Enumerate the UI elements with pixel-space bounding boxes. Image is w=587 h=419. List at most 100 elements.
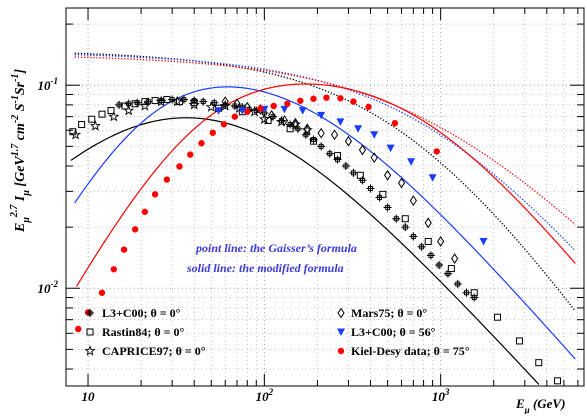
data-point bbox=[238, 107, 247, 115]
data-point bbox=[397, 177, 406, 189]
y-axis-label-part: μ bbox=[21, 217, 32, 224]
data-point bbox=[286, 125, 294, 133]
data-point bbox=[78, 121, 86, 129]
data-point bbox=[336, 118, 345, 126]
data-point-box bbox=[145, 99, 151, 105]
gaisser-dotted-curve bbox=[74, 54, 576, 252]
y-axis-label-part: 2.7 bbox=[9, 204, 20, 219]
data-point bbox=[358, 176, 367, 185]
point-layer bbox=[69, 94, 562, 385]
legend-entry: Mars75; θ = 0° bbox=[337, 306, 427, 320]
data-point-box bbox=[327, 151, 333, 157]
data-point bbox=[108, 110, 120, 122]
data-point bbox=[89, 120, 101, 131]
data-point bbox=[269, 112, 278, 121]
data-point-box bbox=[436, 262, 442, 268]
y-tick-label-exp: -1 bbox=[51, 76, 59, 86]
data-point bbox=[179, 95, 188, 104]
modified-solid-curve bbox=[75, 83, 576, 287]
data-point bbox=[366, 184, 375, 193]
data-point-box bbox=[211, 100, 217, 106]
data-point bbox=[470, 289, 478, 297]
data-point-box bbox=[311, 137, 316, 142]
data-point bbox=[330, 129, 339, 141]
data-point bbox=[383, 169, 392, 181]
data-point bbox=[383, 203, 392, 212]
data-point bbox=[317, 127, 325, 139]
data-point-box bbox=[402, 224, 408, 230]
data-point bbox=[317, 142, 326, 151]
data-point bbox=[233, 98, 241, 110]
data-point-box bbox=[410, 233, 416, 239]
data-point-box bbox=[419, 244, 425, 250]
data-point bbox=[386, 144, 395, 153]
data-point bbox=[303, 123, 311, 135]
data-point bbox=[453, 279, 462, 288]
y-axis-label-part: [GeV bbox=[13, 155, 28, 190]
data-point bbox=[139, 100, 151, 111]
data-point bbox=[401, 223, 410, 232]
x-tick-label: 103 bbox=[432, 387, 450, 404]
data-point bbox=[98, 110, 106, 118]
data-point bbox=[370, 131, 379, 139]
data-point bbox=[298, 107, 307, 115]
series-1 bbox=[69, 96, 562, 385]
data-point-box bbox=[335, 157, 340, 163]
data-point bbox=[171, 95, 183, 107]
data-point-box bbox=[455, 281, 461, 287]
data-point bbox=[187, 151, 194, 158]
data-point bbox=[309, 137, 317, 145]
data-point bbox=[209, 129, 216, 136]
data-point bbox=[131, 226, 139, 233]
x-tick-label-base: 10 bbox=[82, 389, 96, 404]
y-tick-label-base: 10 bbox=[38, 78, 52, 93]
legend-entry: Kiel-Desy data; θ = 75° bbox=[337, 344, 470, 358]
data-point bbox=[391, 119, 399, 127]
data-point bbox=[310, 95, 317, 102]
x-tick-label-base: 10 bbox=[256, 389, 270, 404]
data-point-box bbox=[200, 99, 206, 105]
y-tick-label-exp: -2 bbox=[51, 279, 59, 289]
legend-entry: L3+C00; θ = 56° bbox=[337, 325, 436, 339]
legend-marker bbox=[337, 347, 345, 355]
y-axis-title: Eμ2.7 Iμ [GeV1.7 cm-2 S-1Sr-1] bbox=[9, 69, 32, 233]
data-point bbox=[163, 176, 171, 183]
y-axis-label-part: S bbox=[13, 103, 28, 115]
data-point bbox=[401, 215, 409, 223]
legend-label: Mars75; θ = 0° bbox=[351, 306, 427, 320]
y-axis-label-part: Sr bbox=[13, 81, 28, 95]
data-point-box bbox=[116, 102, 122, 108]
series-4 bbox=[214, 105, 488, 246]
data-point bbox=[349, 168, 358, 177]
data-point-box bbox=[368, 186, 373, 191]
y-axis-label-part: -2 bbox=[10, 115, 21, 123]
data-point bbox=[88, 115, 96, 123]
data-point bbox=[392, 214, 401, 223]
x-tick-label-exp: 2 bbox=[268, 387, 274, 397]
data-point bbox=[280, 105, 289, 114]
data-point-box bbox=[318, 143, 324, 149]
x-axis-label: Eμ (GeV) bbox=[515, 396, 565, 414]
data-point bbox=[244, 108, 251, 115]
x-tick-label-exp: 3 bbox=[444, 387, 450, 397]
data-point bbox=[163, 96, 171, 104]
data-point bbox=[291, 117, 299, 129]
data-point bbox=[176, 163, 183, 170]
data-point bbox=[219, 100, 231, 111]
data-point bbox=[479, 237, 488, 246]
data-point bbox=[268, 109, 276, 121]
data-point-box bbox=[350, 170, 356, 176]
series-5 bbox=[75, 94, 440, 333]
data-point bbox=[110, 266, 117, 273]
legend: L3+C00; θ = 0° Mars75; θ = 0° Rastin84; θ … bbox=[84, 306, 470, 358]
data-point bbox=[221, 96, 229, 108]
data-point bbox=[231, 113, 239, 120]
data-point bbox=[409, 232, 418, 241]
y-axis-label-part: I bbox=[13, 195, 28, 205]
y-axis-label: Eμ2.7 Iμ [GeV1.7 cm-2 S-1Sr-1] bbox=[9, 69, 32, 233]
data-point bbox=[325, 149, 334, 158]
data-point-box bbox=[385, 204, 391, 210]
